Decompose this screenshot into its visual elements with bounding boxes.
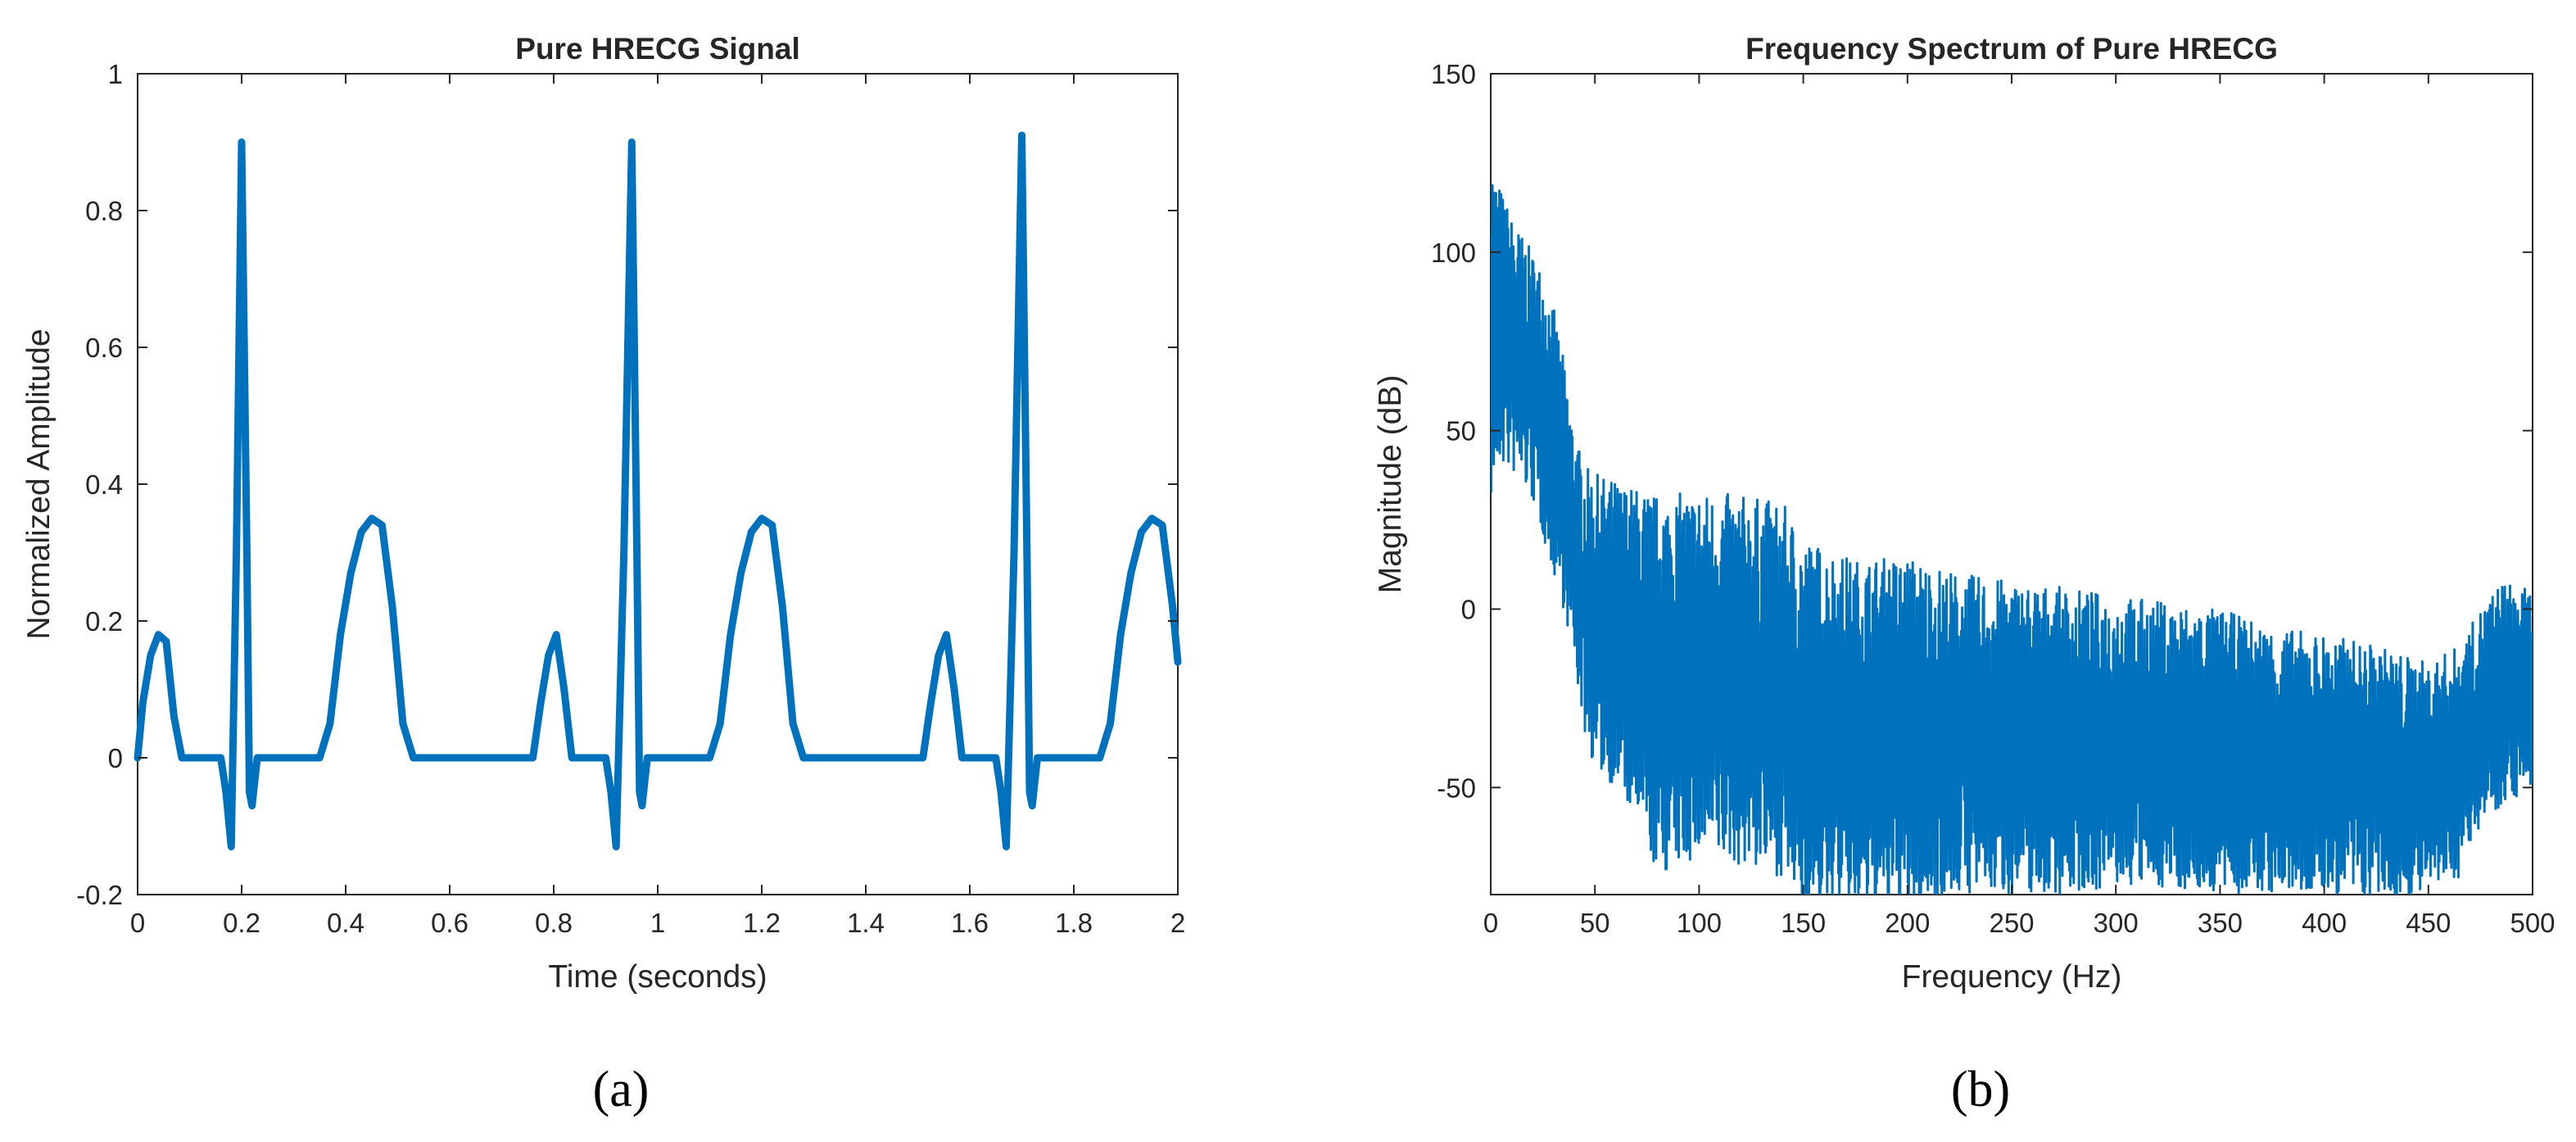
chart-a-series-line [134,131,1182,850]
chart-a-x-tick-label: 0 [130,908,145,938]
chart-a-x-tick-label: 0.4 [327,908,364,938]
chart-a-caption: (a) [593,1062,650,1117]
chart-a-y-tick-label: -0.2 [76,880,123,910]
chart-b: 0 50 100 150 200 250 300 350 400 450 500 -50 0 50 100 1… [1373,32,2556,1117]
chart-b-series-line [1491,184,2533,895]
chart-b-y-tick-label: -50 [1437,773,1476,803]
chart-a: 0 0.2 0.4 0.6 0.8 1 1.2 1.4 1.6 1.8 2-0.200.20.40.… [21,32,1185,1117]
chart-a-x-tick-label: 1.2 [743,908,781,938]
chart-b-y-tick-label: 100 [1431,238,1476,268]
chart-b-caption: (b) [1951,1062,2010,1117]
chart-b-ticks: 0 50 100 150 200 250 300 350 400 450 500 -50 0 50 100 1… [1431,59,2556,938]
chart-a-x-tick-label: 1 [650,908,665,938]
chart-b-plot-area [1491,184,2533,895]
chart-b-y-tick-label: 50 [1446,416,1476,446]
chart-b-x-tick-label: 250 [1989,908,2034,938]
chart-a-x-axis-label: Time (seconds) [548,959,767,995]
chart-a-x-tick-label: 0.8 [535,908,573,938]
chart-b-x-tick-label: 150 [1781,908,1826,938]
chart-b-y-tick-label: 150 [1431,59,1476,89]
chart-a-y-tick-label: 0 [108,743,123,773]
chart-a-x-tick-label: 0.6 [431,908,469,938]
chart-b-x-tick-label: 200 [1885,908,1930,938]
chart-a-ticks: 0 0.2 0.4 0.6 0.8 1 1.2 1.4 1.6 1.8 2-0.200.20.40.… [76,59,1185,938]
chart-a-x-tick-label: 0.2 [223,908,260,938]
chart-b-y-axis-label: Magnitude (dB) [1373,375,1408,594]
chart-b-x-tick-label: 50 [1580,908,1610,938]
chart-b-x-axis-label: Frequency (Hz) [1902,959,2122,995]
chart-b-x-tick-label: 300 [2094,908,2139,938]
chart-a-x-tick-label: 2 [1170,908,1185,938]
chart-a-x-tick-label: 1.4 [847,908,885,938]
chart-a-plot-area [134,131,1182,850]
chart-a-y-tick-label: 1 [108,59,123,89]
chart-a-title: Pure HRECG Signal [515,32,799,66]
chart-b-x-tick-label: 450 [2406,908,2451,938]
chart-a-x-tick-label: 1.6 [951,908,989,938]
chart-a-y-tick-label: 0.8 [85,196,123,226]
chart-b-y-tick-label: 0 [1461,594,1476,624]
chart-b-x-tick-label: 400 [2302,908,2347,938]
chart-b-x-tick-label: 500 [2510,908,2555,938]
chart-a-y-axis-label: Normalized Amplitude [21,329,57,639]
chart-b-x-tick-label: 350 [2198,908,2243,938]
chart-b-title: Frequency Spectrum of Pure HRECG [1745,32,2278,66]
chart-a-x-tick-label: 1.8 [1055,908,1093,938]
chart-a-y-tick-label: 0.4 [85,469,123,500]
chart-a-y-tick-label: 0.2 [85,606,123,637]
chart-a-y-tick-label: 0.6 [85,333,123,363]
chart-b-x-tick-label: 100 [1677,908,1722,938]
chart-b-x-tick-label: 0 [1483,908,1498,938]
